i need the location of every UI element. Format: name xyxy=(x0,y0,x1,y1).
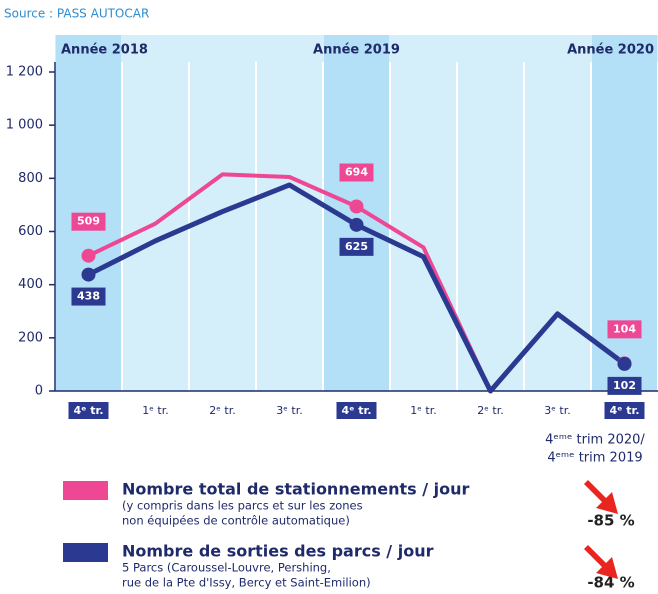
value-label: 438 xyxy=(77,290,100,303)
y-tick-label: 1 000 xyxy=(6,118,43,133)
change-label: -84 % xyxy=(587,574,634,592)
x-tick-label: 3ᵉ tr. xyxy=(276,404,302,417)
value-label-box xyxy=(607,376,642,395)
change-label: -85 % xyxy=(587,512,634,530)
period-label: Année 2020 xyxy=(567,43,654,58)
x-tick-box xyxy=(68,402,109,419)
value-label: 104 xyxy=(613,322,636,335)
x-tick-label: 4ᵉ tr. xyxy=(73,404,103,417)
point xyxy=(349,199,364,214)
value-label-box xyxy=(607,320,642,339)
y-tick-label: 200 xyxy=(18,330,43,345)
period-label: Année 2019 xyxy=(313,43,400,58)
legend-description: rue de la Pte d'Issy, Bercy et Saint-Emi… xyxy=(122,576,371,590)
legend-name: Nombre de sorties des parcs / jour xyxy=(122,542,434,561)
x-tick-label: 4ᵉ tr. xyxy=(609,404,639,417)
point xyxy=(81,248,96,263)
comparison-label: 4ᵉᵐᵉ trim 2020/ xyxy=(545,433,645,448)
value-label: 509 xyxy=(77,215,100,228)
y-tick-label: 0 xyxy=(35,384,43,399)
column-band xyxy=(257,62,322,391)
value-label: 694 xyxy=(345,166,368,179)
legend-swatch xyxy=(63,543,108,562)
arrow xyxy=(584,480,618,514)
arrow xyxy=(584,545,618,579)
period-label: Année 2018 xyxy=(61,43,148,58)
comparison-label: 4ᵉᵐᵉ trim 2019 xyxy=(547,451,642,466)
legend-description: non équipées de contrôle automatique) xyxy=(122,514,350,528)
column-band xyxy=(123,62,188,391)
legend-description: 5 Parcs (Caroussel-Louvre, Pershing, xyxy=(122,561,331,575)
value-label-box xyxy=(71,212,106,231)
y-tick-label: 800 xyxy=(18,171,43,186)
x-tick-box xyxy=(604,402,645,419)
value-label-box xyxy=(71,287,106,306)
y-tick-label: 1 200 xyxy=(6,65,43,80)
value-label: 102 xyxy=(613,379,636,392)
column-band xyxy=(592,62,657,391)
x-tick-box xyxy=(336,402,377,419)
arrows xyxy=(584,480,618,579)
y-tick-label: 400 xyxy=(18,277,43,292)
point xyxy=(81,267,96,282)
header-highlight xyxy=(592,35,657,62)
value-label: 625 xyxy=(345,240,368,253)
value-label-box xyxy=(339,237,374,256)
point xyxy=(617,356,632,371)
column-band xyxy=(458,62,523,391)
x-tick-label: 1ᵉ tr. xyxy=(410,404,436,417)
source: Source : PASS AUTOCAR xyxy=(4,7,149,21)
header-highlight xyxy=(324,35,389,62)
column-band xyxy=(391,62,456,391)
x-tick-label: 2ᵉ tr. xyxy=(477,404,503,417)
x-tick-label: 3ᵉ tr. xyxy=(544,404,570,417)
point xyxy=(349,217,364,232)
x-tick-label: 2ᵉ tr. xyxy=(209,404,235,417)
column-band xyxy=(190,62,255,391)
legend-description: (y compris dans les parcs et sur les zon… xyxy=(122,499,363,513)
x-tick-label: 4ᵉ tr. xyxy=(341,404,371,417)
value-label-box xyxy=(339,163,374,182)
legend-name: Nombre total de stationnements / jour xyxy=(122,480,470,499)
legend-swatch xyxy=(63,481,108,500)
header-highlight xyxy=(56,35,121,62)
y-tick-label: 600 xyxy=(18,224,43,239)
x-tick-label: 1ᵉ tr. xyxy=(142,404,168,417)
